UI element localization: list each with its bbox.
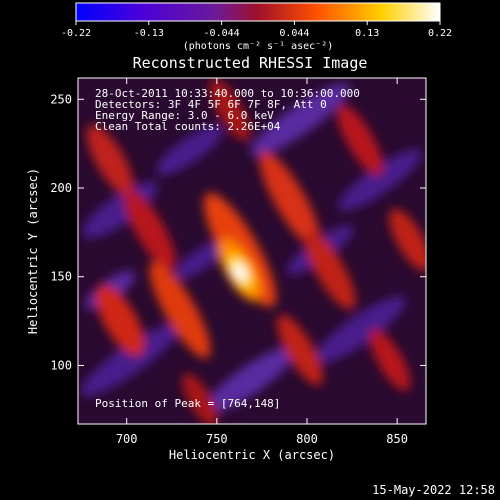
clean-counts-text: Clean Total counts: 2.26E+04 — [95, 120, 281, 133]
colorbar-gradient — [76, 3, 440, 21]
plot-title: Reconstructed RHESSI Image — [133, 54, 368, 72]
y-tick-label: 200 — [50, 181, 72, 195]
y-tick-label: 150 — [50, 270, 72, 284]
x-tick-label: 850 — [386, 432, 408, 446]
colorbar-ticks: -0.22 -0.13 -0.044 0.044 0.13 0.22 — [61, 21, 452, 39]
footer-date: 15-May-2022 12:58 — [372, 483, 495, 497]
x-tick-label: 800 — [296, 432, 318, 446]
colorbar-tick-label: 0.044 — [279, 28, 309, 39]
colorbar: -0.22 -0.13 -0.044 0.044 0.13 0.22 (photons c… — [61, 3, 452, 52]
colorbar-tick-label: -0.044 — [204, 28, 240, 39]
x-axis-label: Heliocentric X (arcsec) — [169, 448, 335, 462]
colorbar-tick-label: -0.13 — [134, 28, 164, 39]
peak-position-text: Position of Peak = [764,148] — [95, 397, 280, 410]
x-tick-label: 750 — [206, 432, 228, 446]
colorbar-tick-label: -0.22 — [61, 28, 91, 39]
colorbar-unit-label: (photons cm⁻² s⁻¹ asec⁻²) — [183, 41, 334, 52]
y-tick-label: 100 — [50, 358, 72, 372]
x-tick-label: 700 — [116, 432, 138, 446]
colorbar-tick-label: 0.22 — [428, 28, 452, 39]
y-tick-label: 250 — [50, 92, 72, 106]
y-axis-label: Heliocentric Y (arcsec) — [26, 168, 40, 334]
colorbar-tick-label: 0.13 — [355, 28, 379, 39]
